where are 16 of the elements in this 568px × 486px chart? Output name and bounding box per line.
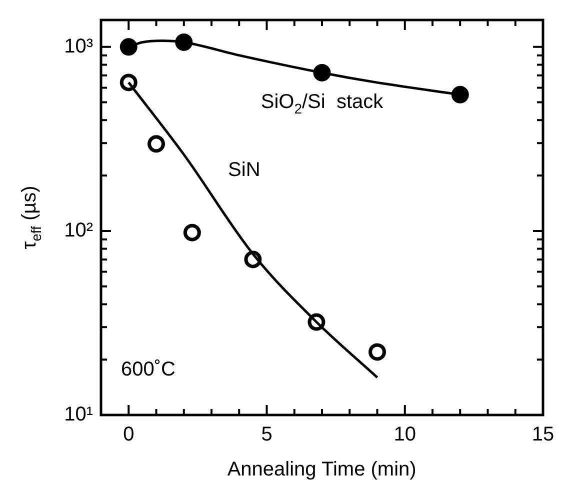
text: SiN	[228, 159, 260, 182]
y-axis-title: τeff (µs)	[18, 186, 44, 250]
point	[148, 135, 165, 153]
point	[120, 38, 138, 56]
point	[368, 343, 386, 361]
annotation: 600˚C	[121, 358, 176, 381]
x-axis-title: Annealing Time (min)	[227, 458, 416, 481]
point	[451, 86, 469, 104]
y-tick-label: 10¹	[64, 404, 94, 426]
x-tick-label: 0	[123, 424, 134, 446]
point	[183, 224, 201, 242]
y-tick-label: 10³	[64, 35, 94, 58]
y-tick-label: 10²	[64, 219, 94, 242]
x-tick-label: 15	[532, 424, 554, 446]
x-tick-label: 10	[394, 424, 416, 446]
x-tick-label: 5	[261, 424, 272, 446]
